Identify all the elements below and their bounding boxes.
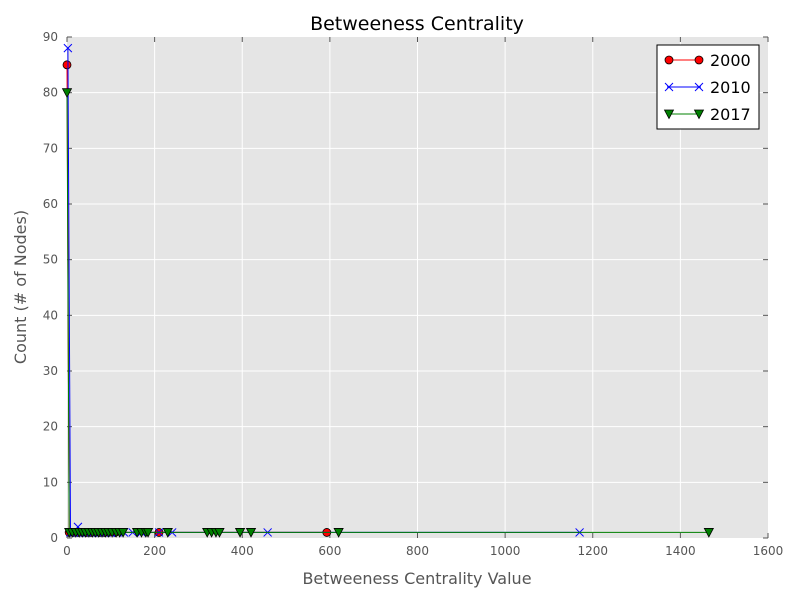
data-point-2017 <box>234 528 246 538</box>
data-point-2017 <box>214 528 225 538</box>
y-tick-label: 20 <box>43 420 58 434</box>
legend-item-2010: 2010 <box>664 78 751 97</box>
y-tick-label: 90 <box>43 30 58 44</box>
x-axis-title: Betweeness Centrality Value <box>302 569 531 588</box>
legend-item-2017: 2017 <box>663 105 751 124</box>
y-tick-label: 50 <box>43 253 58 267</box>
series-2017 <box>61 88 715 538</box>
data-point-2017 <box>117 528 129 538</box>
legend-marker <box>693 109 705 120</box>
legend-marker <box>663 109 675 120</box>
y-tick-labels: 0 10 20 30 40 50 60 70 80 90 <box>43 30 58 545</box>
y-axis-title: Count (# of Nodes) <box>11 210 30 364</box>
data-point-2017 <box>333 528 344 538</box>
x-tick-label: 600 <box>318 544 341 558</box>
data-point-2000 <box>62 60 72 70</box>
x-stroke <box>664 82 674 92</box>
x-tick-labels: 0 200 400 600 800 1000 1200 1400 1600 <box>63 544 783 558</box>
legend-marker <box>694 82 704 92</box>
data-point-2017 <box>61 88 73 99</box>
x-tick-label: 1400 <box>665 544 696 558</box>
data-point-2010 <box>63 43 73 53</box>
y-tick-label: 60 <box>43 197 58 211</box>
x-tick-label: 1600 <box>753 544 784 558</box>
x-tick-label: 800 <box>406 544 429 558</box>
x-tick-label: 200 <box>143 544 166 558</box>
chart-title: Betweeness Centrality <box>310 13 524 35</box>
x-stroke <box>63 43 73 53</box>
y-tick-label: 0 <box>50 531 58 545</box>
legend-item-2000: 2000 <box>664 51 751 70</box>
x-stroke <box>694 82 704 92</box>
y-tick-label: 10 <box>43 475 58 489</box>
legend-label: 2010 <box>710 78 751 97</box>
x-tick-label: 0 <box>63 544 71 558</box>
x-tick-label: 1000 <box>490 544 521 558</box>
data-point-2017 <box>245 528 257 538</box>
legend-label: 2017 <box>710 105 751 124</box>
y-tick-label: 80 <box>43 86 58 100</box>
y-tick-label: 40 <box>43 308 58 322</box>
y-tick-label: 30 <box>43 364 58 378</box>
x-tick-label: 1200 <box>577 544 608 558</box>
grid-lines <box>67 37 768 538</box>
legend-marker <box>694 55 704 65</box>
legend-marker <box>664 55 674 65</box>
x-tick-label: 400 <box>231 544 254 558</box>
data-point-2017 <box>162 528 173 538</box>
legend-label: 2000 <box>710 51 751 70</box>
series-layer <box>61 43 715 538</box>
legend-marker <box>664 82 674 92</box>
data-point-2017 <box>142 528 154 538</box>
legend: 2000 2010 2017 <box>656 44 760 130</box>
data-point-2017 <box>703 528 715 538</box>
y-tick-label: 70 <box>43 141 58 155</box>
